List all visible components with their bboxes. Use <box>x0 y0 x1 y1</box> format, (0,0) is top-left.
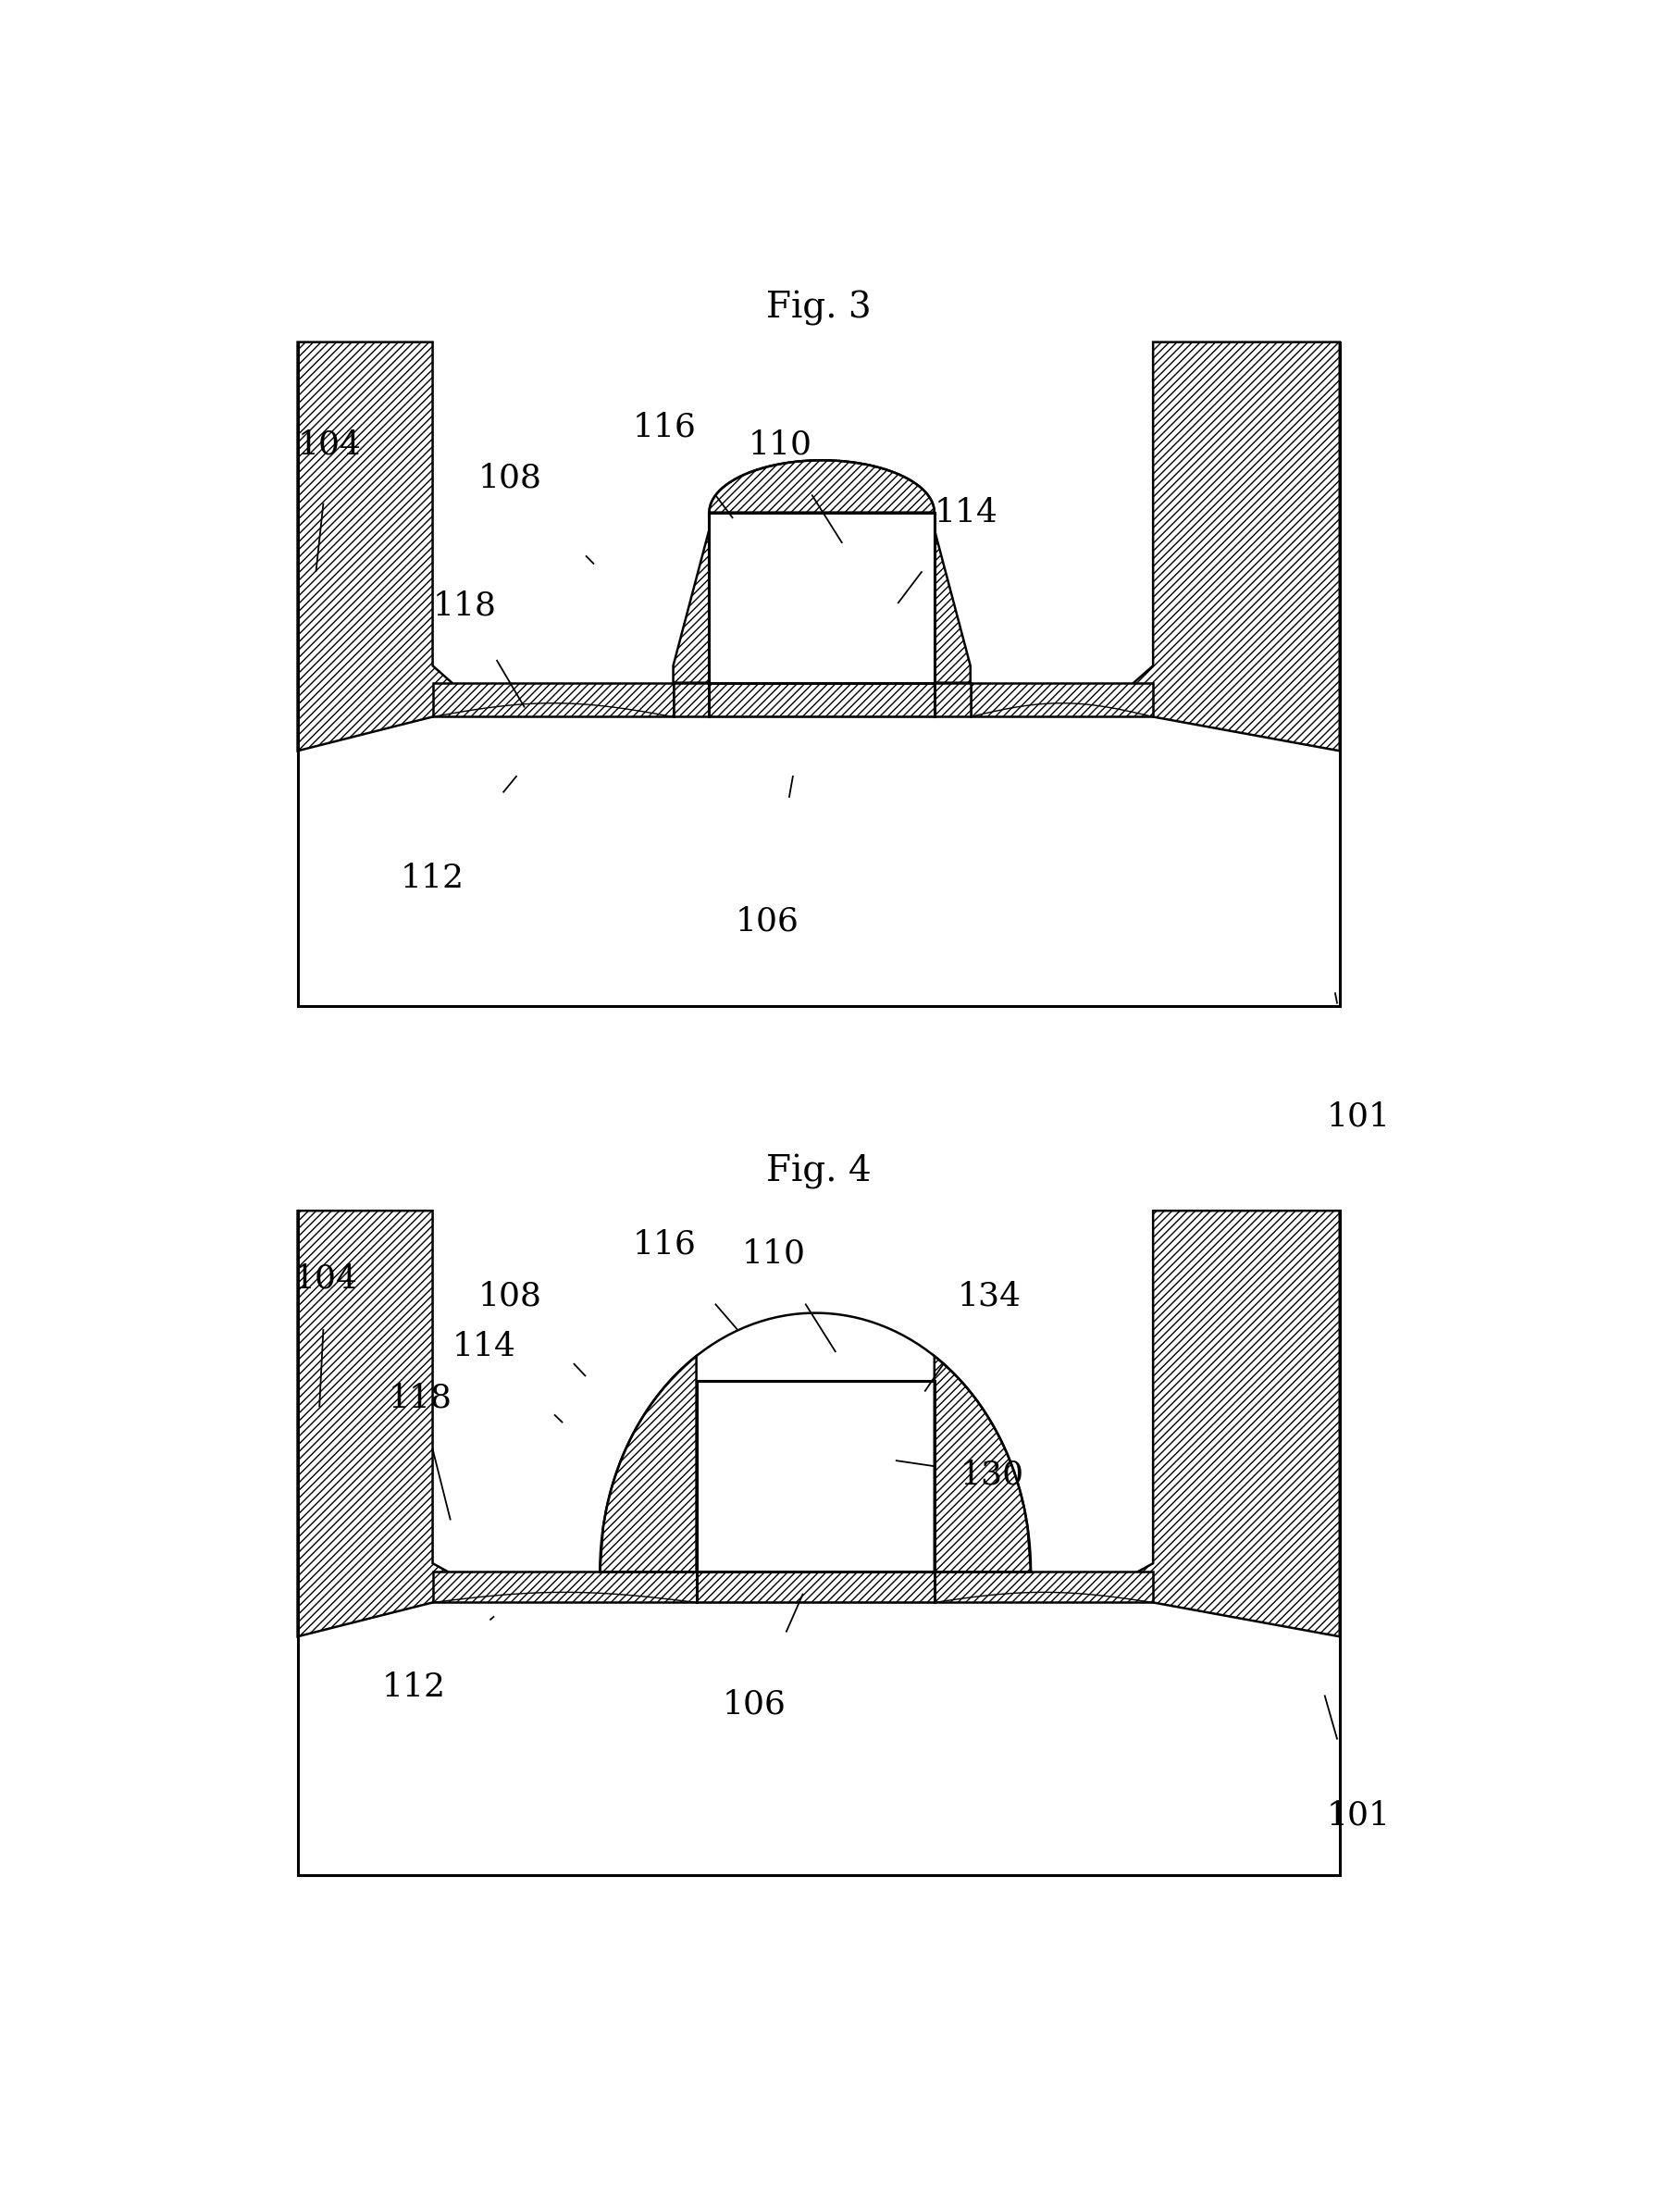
Text: Fig. 4: Fig. 4 <box>765 1155 872 1190</box>
Text: 106: 106 <box>722 1690 787 1721</box>
Polygon shape <box>935 1356 1031 1573</box>
Text: 106: 106 <box>735 905 798 938</box>
Text: 101: 101 <box>1326 1102 1391 1133</box>
Text: 104: 104 <box>297 429 362 460</box>
Polygon shape <box>971 684 1154 717</box>
Text: 104: 104 <box>294 1263 359 1294</box>
Text: 108: 108 <box>478 462 541 493</box>
Polygon shape <box>674 684 971 717</box>
Polygon shape <box>697 1573 935 1601</box>
Polygon shape <box>433 684 674 717</box>
Text: 130: 130 <box>959 1460 1024 1491</box>
Polygon shape <box>297 343 452 750</box>
Polygon shape <box>709 460 935 513</box>
Text: 101: 101 <box>1326 1801 1391 1832</box>
Polygon shape <box>1137 1210 1340 1637</box>
Polygon shape <box>935 529 971 684</box>
Text: 110: 110 <box>742 1237 805 1270</box>
Text: 118: 118 <box>433 591 496 622</box>
Polygon shape <box>709 513 935 684</box>
Text: 134: 134 <box>958 1281 1021 1312</box>
Text: 116: 116 <box>632 411 696 442</box>
Polygon shape <box>935 1573 1154 1601</box>
Polygon shape <box>433 1573 697 1601</box>
Polygon shape <box>297 1210 448 1637</box>
Text: Fig. 3: Fig. 3 <box>765 290 872 325</box>
Text: 118: 118 <box>388 1382 452 1413</box>
Polygon shape <box>697 1380 935 1573</box>
Text: 116: 116 <box>632 1230 696 1261</box>
Polygon shape <box>674 529 709 684</box>
Text: 112: 112 <box>382 1672 445 1703</box>
Text: 114: 114 <box>452 1332 516 1363</box>
Text: 110: 110 <box>749 429 812 460</box>
Polygon shape <box>1134 343 1340 750</box>
Text: 114: 114 <box>935 498 998 529</box>
Text: 108: 108 <box>478 1281 541 1312</box>
Polygon shape <box>599 1356 697 1573</box>
Text: 112: 112 <box>400 863 465 894</box>
